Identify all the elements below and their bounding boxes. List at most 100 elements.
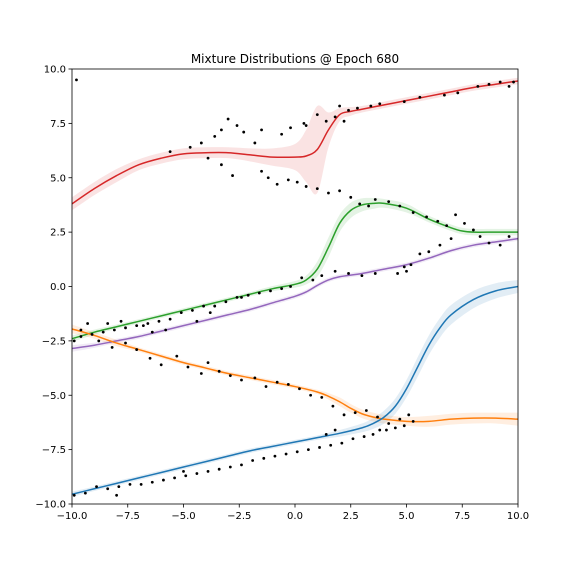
data-point [286,382,290,386]
data-point [159,363,163,367]
data-point [393,426,397,430]
x-tick-label: 7.5 [454,511,470,522]
data-point [75,78,78,82]
data-point [269,289,272,293]
y-tick-label: 0.0 [50,282,66,293]
data-point [101,330,105,334]
data-point [72,339,76,343]
data-point [213,135,217,138]
data-point [173,476,176,480]
data-point [266,176,270,180]
data-point [378,102,382,106]
data-point [128,483,132,486]
data-point [402,424,406,428]
data-point [411,211,415,214]
data-point [418,252,422,256]
data-point [358,202,362,206]
data-point [95,485,98,488]
sample-points [72,78,515,497]
data-point [260,169,263,173]
data-point [224,300,228,304]
data-point [333,269,337,273]
data-point [162,478,165,482]
x-tick-label: −5.0 [171,511,195,522]
data-point [135,324,139,328]
data-point [402,100,406,104]
data-point [202,304,205,308]
data-point [275,380,279,384]
data-point [487,82,491,86]
data-point [242,130,246,134]
data-point [427,250,431,254]
data-point [443,93,446,97]
data-point [320,274,324,278]
y-tick-label: 2.5 [50,228,66,239]
data-point [289,126,292,130]
data-point [396,272,399,275]
data-point [157,319,161,323]
data-point [300,276,304,280]
series-0-band [72,77,518,211]
data-point [280,132,284,136]
data-point [304,185,308,188]
data-point [362,435,366,438]
data-point [472,228,475,232]
data-point [228,465,232,469]
data-point [376,415,379,419]
data-point [284,452,288,456]
data-point [463,222,466,225]
data-point [240,463,243,467]
y-tick-label: 7.5 [50,119,66,130]
data-point [228,374,232,378]
data-point [478,235,482,238]
data-point [231,174,234,177]
data-point [418,95,422,99]
data-point [306,448,310,452]
data-point [289,285,292,288]
data-point [347,108,350,112]
data-point [195,472,199,475]
x-tick-label: 5.0 [399,511,415,522]
data-point [387,200,391,204]
data-point [208,311,212,314]
data-point [402,265,406,269]
y-axis: −10.0 −7.5 −5.0 −2.5 0.0 2.5 5.0 7.5 10.0 [35,65,72,511]
data-point [199,141,203,145]
data-point [168,150,172,154]
data-point [235,295,239,299]
data-point [369,104,373,108]
data-point [295,180,299,184]
data-point [356,106,359,110]
data-point [150,480,154,484]
data-point [146,322,150,325]
y-tick-label: −7.5 [42,445,66,456]
data-point [405,269,408,273]
data-point [217,467,221,471]
data-point [179,311,183,314]
data-point [72,493,76,497]
data-point [371,433,375,436]
data-point [106,322,110,325]
data-point [273,454,277,458]
data-point [257,291,261,295]
data-point [445,224,449,228]
data-point [115,493,118,497]
data-point [387,422,391,425]
data-point [454,213,457,217]
data-point [148,356,152,360]
data-point [175,354,179,358]
data-point [411,419,415,423]
data-point [302,121,306,125]
data-point [512,80,515,84]
data-point [97,339,101,343]
data-point [331,404,335,408]
data-point [373,198,377,201]
data-point [79,335,83,338]
series-3-line [72,328,518,423]
series-4-line [72,285,518,495]
data-point [188,145,192,149]
data-point [324,433,328,436]
x-tick-label: 0.0 [287,511,303,522]
data-point [320,396,324,399]
y-tick-label: 5.0 [50,173,66,184]
